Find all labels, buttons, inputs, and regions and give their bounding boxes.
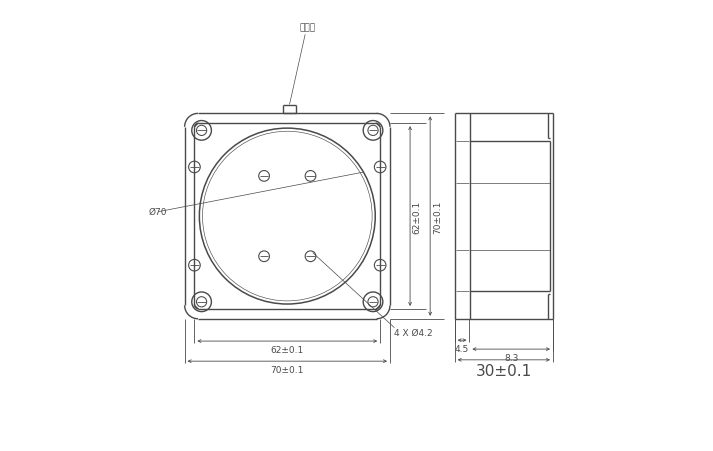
Text: 70±0.1: 70±0.1 (271, 365, 304, 374)
Text: 62±0.1: 62±0.1 (271, 345, 304, 354)
Text: 70±0.1: 70±0.1 (433, 200, 442, 233)
Text: 8.3: 8.3 (504, 353, 518, 362)
Text: 4 X Ø4.2: 4 X Ø4.2 (394, 328, 433, 337)
Text: 出线口: 出线口 (299, 23, 315, 32)
Text: Ø70: Ø70 (149, 207, 168, 216)
Text: 62±0.1: 62±0.1 (413, 200, 422, 233)
Text: 30±0.1: 30±0.1 (476, 364, 532, 378)
Text: 4.5: 4.5 (455, 344, 469, 353)
